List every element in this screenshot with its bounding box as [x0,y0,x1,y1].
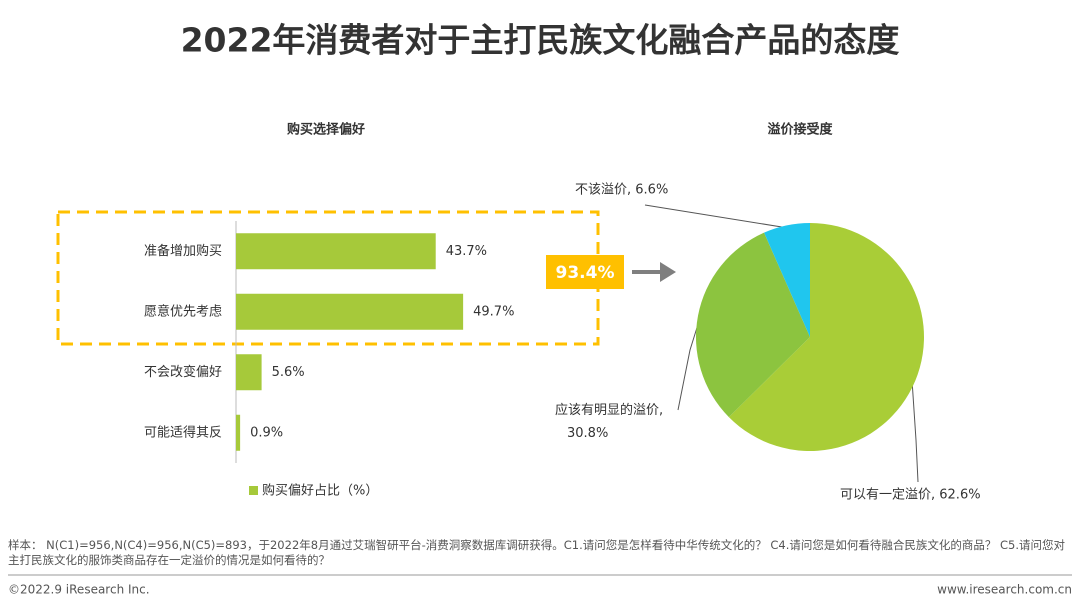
bar [236,414,241,451]
value-label: 43.7% [446,244,487,259]
category-label: 不会改变偏好 [144,364,222,380]
category-label: 愿意优先考虑 [144,303,222,319]
value-label: 0.9% [250,425,283,440]
chart-title: 溢价接受度 [767,122,833,138]
callout-box [546,255,624,289]
bar [236,233,436,270]
value-label: 可以有一定溢价, 62.6% [840,488,981,503]
callout: 93.4% [556,263,615,283]
value-label: 5.6% [272,365,305,380]
copyright: ©2022.9 iResearch Inc. [8,583,150,597]
chart-title: 购买选择偏好 [287,122,365,138]
page-title: 2022年消费者对于主打民族文化融合产品的态度 [181,21,900,60]
category-label: 准备增加购买 [144,243,222,259]
value-label: 不该溢价, 6.6% [575,183,668,198]
legend-swatch [249,486,258,495]
footnote: 样本： N(C1)=956,N(C4)=956,N(C5)=893，于2022年… [8,538,1066,567]
bar [236,354,262,391]
bar [236,293,464,330]
legend-label: 购买偏好占比（%） [262,483,378,499]
value-label: 49.7% [473,304,514,319]
leader-line [644,204,789,229]
leader-line [911,379,919,483]
pie-slice [728,223,924,451]
url: www.iresearch.com.cn [937,583,1072,597]
pie-slice [696,232,810,418]
value-label: 应该有明显的溢价, 30.8% [555,402,663,441]
pie-slice [764,223,810,337]
arrow-head [660,262,676,282]
category-label: 可能适得其反 [144,424,222,440]
highlight-box [56,210,600,346]
